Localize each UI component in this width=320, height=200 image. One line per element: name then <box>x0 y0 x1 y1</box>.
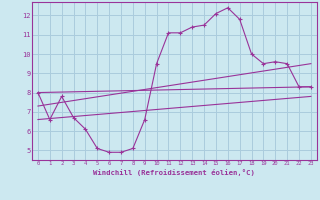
X-axis label: Windchill (Refroidissement éolien,°C): Windchill (Refroidissement éolien,°C) <box>93 169 255 176</box>
